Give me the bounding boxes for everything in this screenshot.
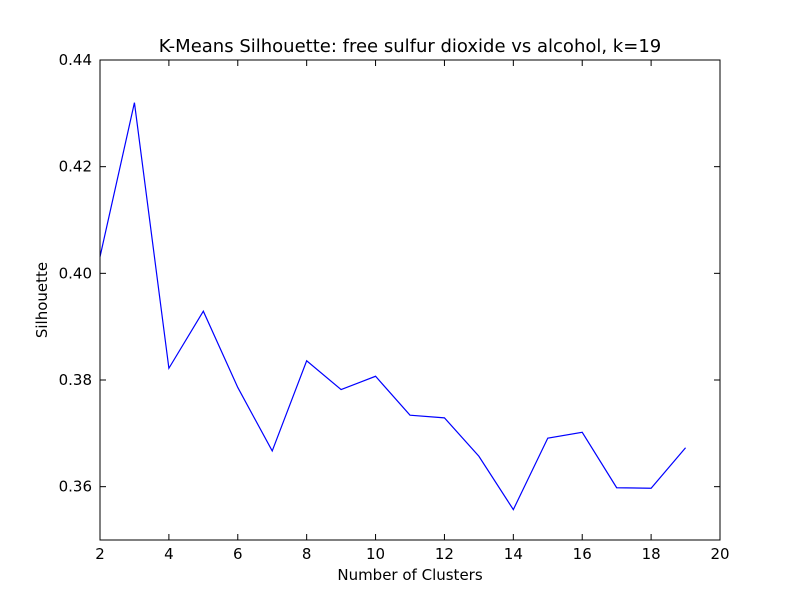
x-tick-label: 2 (95, 545, 105, 563)
y-tick-label: 0.38 (59, 371, 92, 389)
y-tick-label: 0.44 (59, 51, 92, 69)
y-tick-label: 0.40 (59, 264, 92, 282)
x-tick-label: 18 (642, 545, 661, 563)
y-axis-label: Silhouette (33, 262, 51, 338)
x-tick-label: 20 (710, 545, 729, 563)
x-tick-label: 4 (164, 545, 174, 563)
x-tick-label: 14 (504, 545, 523, 563)
x-tick-label: 6 (233, 545, 243, 563)
ticks-layer: 2 4 6 8 10 12 14 16 18 20 0.36 0.38 0.40 0.42 0.44 (59, 51, 730, 563)
y-tick-label: 0.36 (59, 478, 92, 496)
x-tick-label: 16 (573, 545, 592, 563)
chart-title: K-Means Silhouette: free sulfur dioxide … (159, 36, 661, 57)
x-tick-label: 12 (435, 545, 454, 563)
series-line (99, 102, 687, 511)
plot-area (99, 102, 687, 511)
y-tick-label: 0.42 (59, 158, 92, 176)
x-axis-label: Number of Clusters (337, 566, 482, 584)
axes-frame (99, 59, 721, 541)
x-tick-label: 10 (366, 545, 385, 563)
x-tick-label: 8 (302, 545, 312, 563)
